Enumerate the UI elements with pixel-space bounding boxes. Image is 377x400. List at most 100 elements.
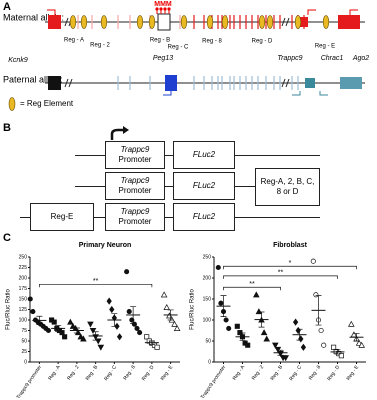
- y-tick-label: 200: [19, 275, 28, 281]
- data-point: [282, 355, 289, 362]
- data-point: [51, 319, 57, 325]
- reg-label: Reg - C: [168, 45, 189, 51]
- tss-arrow: [292, 91, 301, 96]
- sig-label: **: [278, 270, 284, 277]
- y-tick-label: 0: [24, 359, 27, 365]
- data-point: [218, 300, 224, 306]
- panel-label: C: [3, 232, 11, 244]
- data-point: [253, 291, 260, 298]
- reg-element: [69, 15, 77, 29]
- data-point: [154, 344, 160, 350]
- data-point: [116, 333, 123, 341]
- y-tick-label: 225: [19, 265, 28, 271]
- data-point: [62, 334, 68, 340]
- error-bar: [92, 331, 99, 341]
- promoter-box: Trappc9 Promoter: [105, 141, 165, 169]
- error-bar: [258, 311, 265, 328]
- data-point: [272, 342, 279, 349]
- gene-label: Kcnk9: [8, 57, 28, 64]
- y-tick-label: 0: [208, 359, 211, 365]
- data-point: [160, 291, 168, 298]
- break-mark: [281, 78, 290, 88]
- y-tick-label: 175: [19, 286, 28, 292]
- gene-box: [340, 77, 362, 89]
- y-axis-label: Fluc/Rluc Ratio: [190, 289, 196, 330]
- reporter: FLuc2: [192, 181, 216, 190]
- x-tick-label: Reg - A: [232, 364, 247, 382]
- reporter-box: FLuc2: [173, 141, 235, 169]
- error-bar: [130, 306, 137, 324]
- data-point: [348, 320, 355, 327]
- x-tick-label: Reg - C: [288, 364, 303, 382]
- break-mark: [281, 17, 290, 27]
- meth-dot: [167, 7, 171, 11]
- data-point: [318, 327, 324, 334]
- reg-upstream: Reg-E: [50, 212, 74, 221]
- reg-label: Reg - B: [150, 38, 170, 44]
- data-point: [124, 269, 130, 275]
- data-point: [321, 342, 327, 348]
- data-point: [350, 331, 358, 338]
- data-point: [237, 330, 243, 336]
- reporter-box: FLuc2: [173, 172, 235, 200]
- data-point: [109, 305, 115, 314]
- reg-element: [100, 15, 108, 29]
- error-bar: [315, 295, 322, 326]
- reg-label: Reg - 2: [90, 43, 110, 49]
- promoter-word: Promoter: [118, 155, 152, 164]
- reg-element: [322, 15, 330, 29]
- meth-dot: [155, 7, 159, 11]
- reg-label: Reg - E: [315, 44, 335, 50]
- x-tick-label: Reg - 2: [251, 364, 265, 381]
- reg-label: Reg - 8: [202, 39, 222, 45]
- error-bar: [111, 313, 118, 327]
- x-tick-label: Reg - E: [346, 364, 361, 382]
- data-point: [358, 341, 365, 348]
- chart-title: Fibroblast: [273, 242, 308, 249]
- x-tick-label: Reg - B: [270, 364, 285, 382]
- promoter-box: Trappc9 Promoter: [105, 203, 165, 231]
- legend-text: = Reg Element: [20, 99, 74, 108]
- gene-box: [305, 78, 315, 88]
- construct-line: [20, 217, 320, 218]
- panel-label: A: [3, 1, 11, 13]
- x-tick-label: Reg - 8: [308, 364, 322, 381]
- error-bar: [220, 295, 227, 317]
- reg-element: [80, 15, 88, 29]
- meth-dot: [159, 7, 163, 11]
- legend-reg-element: [8, 97, 16, 111]
- promoter-gene: Trappc9: [120, 176, 150, 185]
- data-point: [87, 321, 94, 328]
- y-tick-label: 50: [205, 338, 211, 344]
- data-point: [45, 327, 52, 334]
- tss-arrow: [163, 91, 172, 96]
- data-point: [274, 346, 282, 353]
- sig-bracket: [39, 283, 153, 288]
- sig-label: *: [289, 260, 292, 267]
- gene-box: [338, 15, 360, 29]
- data-point: [310, 258, 316, 264]
- data-point: [80, 335, 87, 342]
- data-point: [106, 297, 112, 305]
- sig-bracket: [223, 275, 338, 279]
- data-point: [223, 317, 229, 323]
- sig-label: **: [93, 278, 99, 285]
- methylation-mark: MMM: [154, 1, 172, 8]
- reg-insert-box: Reg-A, 2, B, C, 8 or D: [255, 168, 320, 206]
- error-bar: [36, 315, 43, 325]
- reg-element: [221, 15, 229, 29]
- reg-element: [266, 15, 274, 29]
- reg-element: [206, 15, 214, 29]
- promoter-word: Promoter: [118, 217, 152, 226]
- promoter-arrow: [110, 128, 124, 140]
- error-bar: [334, 349, 341, 355]
- allele-label: Paternal allele:: [3, 74, 63, 84]
- data-point: [313, 292, 319, 298]
- data-point: [163, 303, 171, 310]
- tss-arrow: [307, 9, 316, 15]
- x-tick-label: Reg - D: [326, 364, 341, 382]
- error-bar: [73, 327, 80, 334]
- data-point: [166, 312, 173, 319]
- data-point: [171, 320, 178, 327]
- reg-label: Reg - D: [252, 39, 273, 45]
